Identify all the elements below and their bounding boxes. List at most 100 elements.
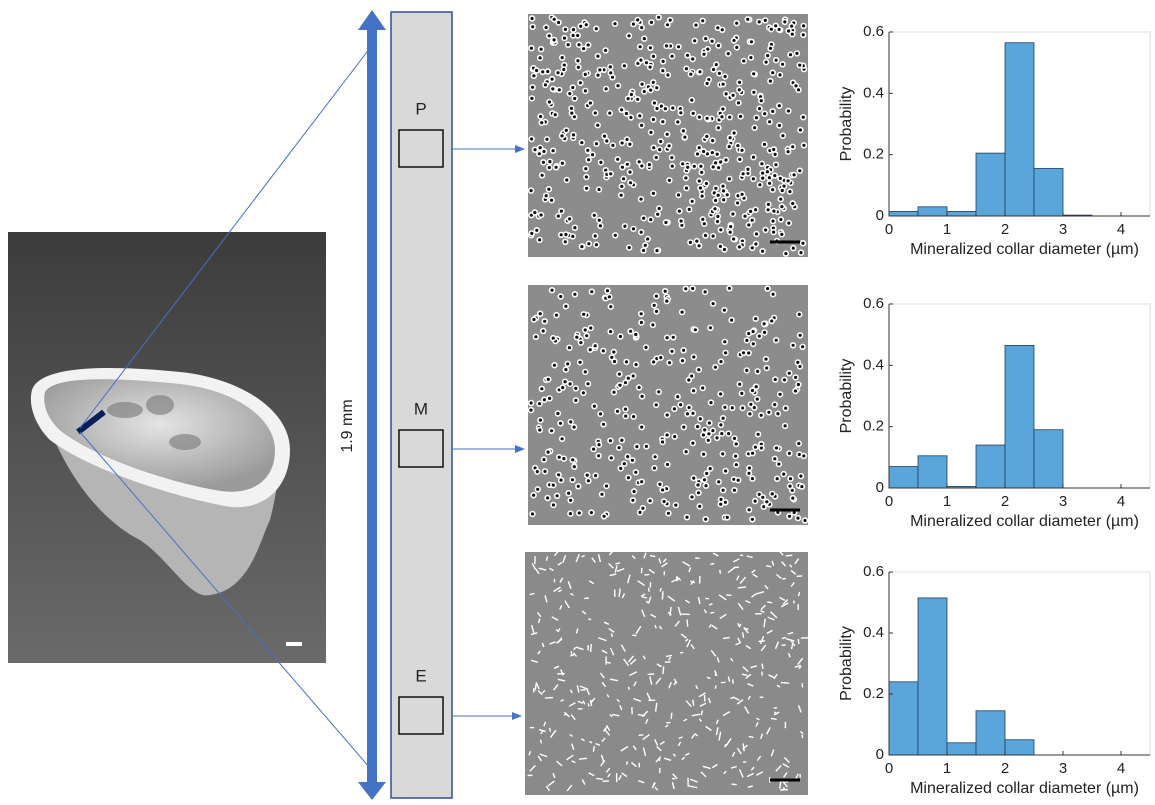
pore-core [721, 107, 724, 110]
pore-core [778, 28, 781, 31]
streak [593, 746, 594, 752]
pore-core [580, 141, 583, 144]
pore-core [599, 224, 602, 227]
pore-core [688, 406, 691, 409]
pore-core [776, 477, 779, 480]
pore-core [794, 376, 797, 379]
pore-core [559, 422, 562, 425]
pore-core [641, 395, 644, 398]
pore-core [692, 355, 695, 358]
pore-core [665, 44, 668, 47]
pore-core [750, 40, 753, 43]
pore-core [775, 339, 778, 342]
sem-image [528, 14, 808, 257]
pore-core [797, 383, 800, 386]
pore-core [543, 320, 546, 323]
pore-core [784, 407, 787, 410]
pore-core [729, 231, 732, 234]
pore-core [626, 455, 629, 458]
streak [749, 736, 754, 737]
pore-core [694, 328, 697, 331]
pore-core [587, 479, 590, 482]
region-label: E [415, 666, 426, 685]
pore-core [633, 490, 636, 493]
pore-core [620, 108, 623, 111]
pore-core [668, 361, 671, 364]
pore-core [791, 489, 794, 492]
pore-core [620, 439, 623, 442]
pore-core [577, 43, 580, 46]
pore-core [699, 186, 702, 189]
y-tick-label: 0.6 [863, 563, 884, 580]
pore-core [777, 463, 780, 466]
streak [743, 632, 744, 637]
pore-core [781, 189, 784, 192]
pore-core [704, 518, 707, 521]
pore-core [574, 399, 577, 402]
streak [666, 655, 672, 656]
pore-core [540, 48, 543, 51]
x-axis-label: Mineralized collar diameter (µm) [910, 513, 1139, 530]
pore-core [572, 28, 575, 31]
pore-core [593, 405, 596, 408]
pore-core [540, 121, 543, 124]
pore-core [587, 43, 590, 46]
pore-core [803, 519, 806, 522]
pore-core [729, 225, 732, 228]
pore-core [684, 176, 687, 179]
pore-core [561, 162, 564, 165]
pore-core [724, 351, 727, 354]
pore-core [701, 386, 704, 389]
pore-core [552, 484, 555, 487]
pore-core [577, 66, 580, 69]
pore-core [562, 457, 565, 460]
pore-core [713, 207, 716, 210]
pore-core [693, 39, 696, 42]
pore-core [751, 518, 754, 521]
pore-core [587, 158, 590, 161]
pore-core [787, 150, 790, 153]
y-tick-label: 0.2 [863, 146, 884, 163]
pore-core [655, 403, 658, 406]
pore-core [594, 474, 597, 477]
pore-core [787, 179, 790, 182]
streak [738, 587, 746, 588]
pore-core [542, 458, 545, 461]
streak [541, 740, 542, 744]
x-tick-label: 0 [885, 221, 893, 238]
pore-core [623, 462, 626, 465]
pore-core [738, 81, 741, 84]
pore-core [729, 136, 732, 139]
pore-core [757, 433, 760, 436]
pore-core [728, 116, 731, 119]
pore-core [669, 19, 672, 22]
pore-core [600, 493, 603, 496]
pore-core [594, 344, 597, 347]
pore-core [531, 86, 534, 89]
pore-core [778, 124, 781, 127]
pore-core [722, 417, 725, 420]
pore-core [569, 499, 572, 502]
pore-core [653, 101, 656, 104]
pore-core [554, 113, 557, 116]
pore-core [611, 76, 614, 79]
streak [774, 708, 777, 709]
pore-core [783, 378, 786, 381]
pore-core [693, 165, 696, 168]
pore-core [760, 414, 763, 417]
pore-core [722, 198, 725, 201]
pore-core [666, 413, 669, 416]
pore-core [704, 290, 707, 293]
streak [780, 790, 788, 791]
pore-core [564, 380, 567, 383]
pore-core [638, 386, 641, 389]
pore-core [676, 120, 679, 123]
pore-core [618, 373, 621, 376]
pore-core [732, 237, 735, 240]
pore-core [747, 223, 750, 226]
pore-core [698, 70, 701, 73]
pore-core [628, 246, 631, 249]
pore-core [661, 120, 664, 123]
pore-core [699, 417, 702, 420]
pore-core [678, 210, 681, 213]
